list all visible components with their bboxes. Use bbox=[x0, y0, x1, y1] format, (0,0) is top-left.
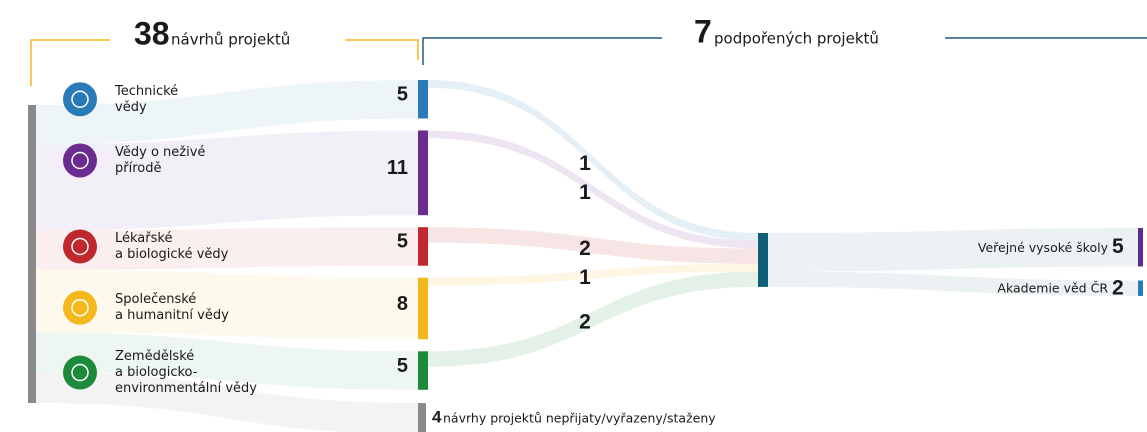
flow-band bbox=[428, 227, 758, 264]
flow-value: 1 bbox=[579, 181, 591, 204]
rejected-band bbox=[36, 371, 418, 432]
inflow-band bbox=[36, 130, 418, 231]
field-bar bbox=[418, 351, 428, 390]
field-icon bbox=[63, 82, 97, 117]
outflow-band bbox=[768, 271, 1138, 296]
field-label: Zemědělské bbox=[115, 349, 194, 364]
field-value: 8 bbox=[397, 293, 408, 315]
flow-band bbox=[428, 130, 758, 249]
inflow-band bbox=[36, 269, 418, 340]
field-value: 5 bbox=[397, 355, 408, 377]
field-icon-detail bbox=[71, 151, 89, 170]
field-icon bbox=[63, 355, 97, 390]
flow-value: 1 bbox=[579, 152, 591, 175]
institution-value: 2 bbox=[1112, 277, 1124, 300]
total-label: návrhů projektů bbox=[171, 31, 290, 49]
flow-band bbox=[428, 271, 758, 367]
flow-value: 1 bbox=[579, 266, 591, 289]
flow-band bbox=[428, 80, 758, 241]
field-value: 11 bbox=[387, 157, 408, 179]
brackets bbox=[30, 37, 1147, 86]
bracket bbox=[422, 37, 662, 65]
inflow-band bbox=[36, 80, 418, 145]
institution-bar bbox=[1138, 280, 1143, 296]
institution-bar bbox=[1138, 228, 1143, 267]
field-icon bbox=[63, 143, 97, 178]
field-icon bbox=[63, 290, 97, 325]
supported-node bbox=[758, 233, 768, 287]
field-label: a biologicko- bbox=[115, 365, 198, 380]
field-label: přírodě bbox=[115, 161, 161, 176]
field-icon-detail bbox=[71, 90, 89, 108]
institution-label: Akademie věd ČR bbox=[997, 281, 1108, 296]
field-label: Společenské bbox=[115, 292, 196, 307]
inflow-band bbox=[36, 332, 418, 390]
outflow-band bbox=[768, 228, 1138, 272]
bracket bbox=[30, 39, 110, 86]
field-value: 5 bbox=[397, 231, 408, 253]
field-label: Technické bbox=[114, 84, 178, 99]
field-bar bbox=[418, 227, 428, 266]
field-label: a humanitní vědy bbox=[115, 308, 229, 323]
field-value: 5 bbox=[397, 84, 408, 106]
flow-band bbox=[428, 263, 758, 286]
field-icon-detail bbox=[71, 237, 89, 256]
field-icon bbox=[63, 229, 97, 264]
field-icon-detail bbox=[71, 363, 89, 382]
bracket bbox=[345, 39, 419, 60]
total-value: 38 bbox=[134, 15, 170, 51]
inflow-band bbox=[36, 227, 418, 270]
field-icon-detail bbox=[71, 298, 89, 317]
rejected-bar bbox=[418, 403, 426, 432]
field-label: Lékařské bbox=[115, 231, 172, 246]
field-bar bbox=[418, 80, 428, 119]
flow-value: 2 bbox=[579, 237, 591, 260]
rejected-label: návrhy projektů nepřijaty/vyřazeny/staže… bbox=[443, 411, 716, 426]
rejected-value: 4 bbox=[432, 407, 442, 426]
flow-value: 2 bbox=[579, 311, 591, 334]
field-bar bbox=[418, 130, 428, 216]
total-bar bbox=[28, 105, 36, 403]
supported-label: podpořených projektů bbox=[714, 30, 879, 48]
field-label: a biologické vědy bbox=[115, 247, 229, 262]
field-label: vědy bbox=[115, 100, 147, 115]
institution-value: 5 bbox=[1112, 235, 1124, 258]
field-label: Vědy o neživé bbox=[115, 145, 205, 160]
field-bar bbox=[418, 277, 428, 340]
supported-value: 7 bbox=[694, 13, 712, 49]
field-label: environmentální vědy bbox=[115, 381, 257, 396]
institution-label: Veřejné vysoké školy bbox=[978, 240, 1109, 255]
